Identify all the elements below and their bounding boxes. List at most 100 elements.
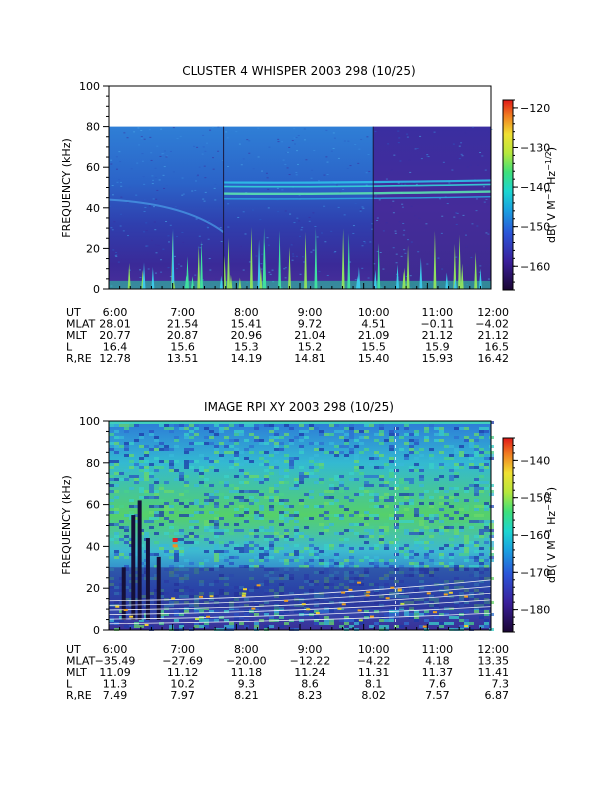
spectrogram-cell xyxy=(184,460,189,463)
spectrogram-cell xyxy=(199,469,204,472)
spectrogram-cell xyxy=(309,610,314,613)
spectrogram-cell xyxy=(334,553,339,556)
spectrogram-texture xyxy=(464,132,467,134)
emission-spike xyxy=(229,274,233,289)
spectrogram-cell xyxy=(154,469,159,472)
spectrogram-cell xyxy=(414,619,419,622)
spectrogram-cell xyxy=(329,433,334,436)
spectrogram-texture xyxy=(397,182,400,184)
spectrogram-texture xyxy=(382,230,385,232)
spectrogram-cell xyxy=(294,514,299,517)
spectrogram-texture xyxy=(208,257,211,259)
spectrogram-cell xyxy=(214,445,219,448)
spectrogram-texture xyxy=(487,233,490,235)
spectrogram-texture xyxy=(159,155,162,157)
spectrogram-cell xyxy=(354,466,359,469)
spectrogram-cell xyxy=(199,619,204,622)
spectrogram-cell xyxy=(169,526,174,529)
spectrogram-cell xyxy=(479,625,484,628)
spectrogram-texture xyxy=(303,139,306,141)
ephemeris-value: 13.35 xyxy=(478,655,510,668)
spectrogram-cell xyxy=(154,541,159,544)
spectrogram-cell xyxy=(179,424,184,427)
spectrogram-texture xyxy=(143,138,146,140)
spectrogram-cell xyxy=(259,490,264,493)
spectrogram-cell xyxy=(214,469,219,472)
spectrogram-cell xyxy=(394,463,399,466)
spectrogram-cell xyxy=(434,478,439,481)
spectrogram-cell xyxy=(254,499,259,502)
spectrogram-cell xyxy=(274,436,279,439)
spectrogram-cell xyxy=(174,619,179,622)
spectrogram-cell xyxy=(314,469,319,472)
spectrogram-cell xyxy=(319,478,324,481)
spectrogram-texture xyxy=(141,160,144,162)
spectrogram-cell xyxy=(114,553,119,556)
spectrogram-texture xyxy=(158,179,161,181)
spectrogram-cell xyxy=(249,529,254,532)
spectrogram-cell xyxy=(239,520,244,523)
spectrogram-cell xyxy=(394,469,399,472)
spectrogram-cell xyxy=(469,484,474,487)
emission-spike xyxy=(200,240,204,289)
spectrogram-cell xyxy=(119,535,124,538)
spectrogram-cell xyxy=(289,553,294,556)
spectrogram-texture xyxy=(284,277,287,279)
spectrogram-cell xyxy=(359,622,364,625)
spectrogram-cell xyxy=(219,565,224,568)
spectrogram-cell xyxy=(369,613,374,616)
spectrogram-cell xyxy=(259,508,264,511)
spectrogram-cell xyxy=(429,424,434,427)
spectrogram-texture xyxy=(277,138,280,140)
spectrogram-cell xyxy=(449,454,454,457)
spectrogram-cell xyxy=(194,541,199,544)
spectrogram-texture xyxy=(289,213,292,215)
spectrogram-texture xyxy=(126,137,129,139)
spectrogram-cell xyxy=(214,460,219,463)
ephemeris-value: 11.18 xyxy=(231,666,263,679)
spectrogram-texture xyxy=(416,148,419,150)
spectrogram-cell xyxy=(444,514,449,517)
spectrogram-cell xyxy=(384,532,389,535)
spectrogram-cell xyxy=(414,433,419,436)
spectrogram-cell xyxy=(219,442,224,445)
spectrogram-cell xyxy=(404,457,409,460)
spectrogram-cell xyxy=(279,616,284,619)
spectrogram-texture xyxy=(140,137,143,139)
emission-spike xyxy=(453,278,457,289)
spectrogram-cell xyxy=(244,523,249,526)
spectrogram-cell xyxy=(194,499,199,502)
spectrogram-texture xyxy=(488,131,491,133)
y-tick-label: 20 xyxy=(86,242,100,255)
spectrogram-texture xyxy=(161,153,164,155)
spectrogram-cell xyxy=(164,508,169,511)
spectrogram-texture xyxy=(295,174,298,176)
spectrogram-cell xyxy=(374,496,379,499)
spectrogram-texture xyxy=(469,164,472,166)
spectrogram-cell xyxy=(224,544,229,547)
spectrogram-texture xyxy=(298,235,301,237)
spectrogram-cell xyxy=(239,499,244,502)
spectrogram-texture xyxy=(142,176,145,178)
spectrogram-cell xyxy=(214,496,219,499)
spectrogram-cell xyxy=(204,502,209,505)
spectrogram-cell xyxy=(474,493,479,496)
spectrogram-texture xyxy=(409,171,412,173)
spectrogram-cell xyxy=(414,532,419,535)
spectrogram-cell xyxy=(394,613,399,616)
top-strip xyxy=(109,421,491,424)
spectrogram-cell xyxy=(279,499,284,502)
spectrogram-cell xyxy=(349,562,354,565)
spectrogram-cell xyxy=(159,499,164,502)
emission-spike xyxy=(184,275,188,289)
emission-spike xyxy=(259,265,263,289)
spectrogram-cell xyxy=(154,496,159,499)
spectrogram-cell xyxy=(369,499,374,502)
spectrogram-cell xyxy=(174,550,179,553)
spectrogram-cell xyxy=(419,514,424,517)
spectrogram-texture xyxy=(136,162,139,164)
spectrogram-cell xyxy=(454,487,459,490)
spectrogram-cell xyxy=(149,433,154,436)
colorbar-label: dB( V M−1 Hz−1/2) xyxy=(544,487,558,583)
spectrogram-texture xyxy=(242,158,245,160)
